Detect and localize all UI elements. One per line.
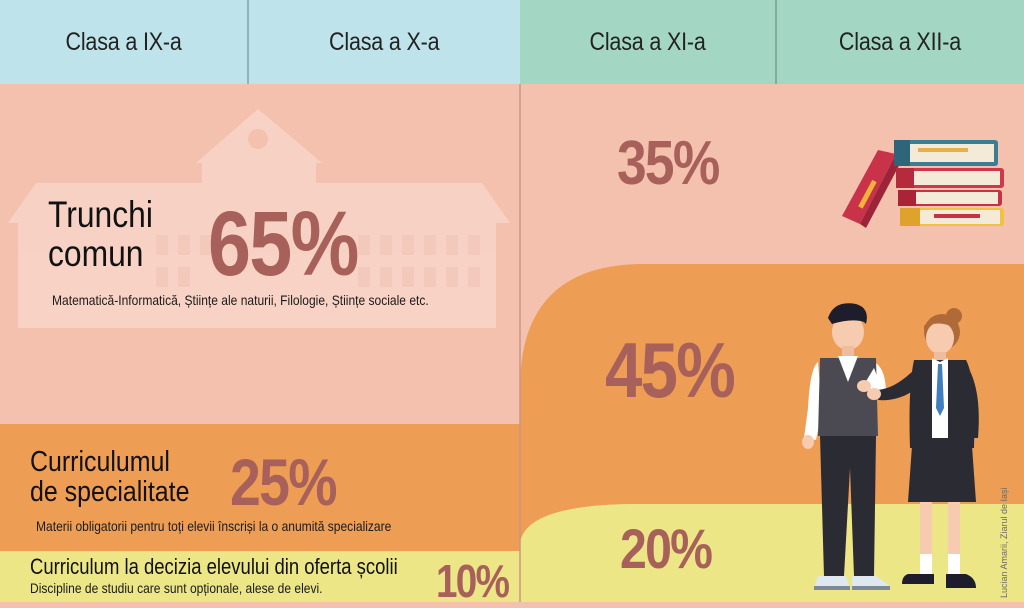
specialitate-subtitle: Materii obligatorii pentru toți elevii î… — [36, 518, 392, 534]
specialitate-percent-xi-xii: 45% — [605, 326, 736, 414]
header-x: Clasa a X-a — [248, 0, 520, 84]
specialitate-percent-ix-x: 25% — [230, 445, 338, 519]
trunchi-percent-ix-x: 65% — [208, 193, 359, 295]
decizie-title: Curriculum la decizia elevului din ofert… — [30, 554, 398, 579]
header-xii: Clasa a XII-a — [776, 0, 1024, 84]
books-stack-icon — [842, 140, 1004, 228]
decizie-percent-ix-x: 10% — [436, 555, 510, 607]
decizie-percent-xi-xii: 20% — [620, 517, 713, 580]
header-ix: Clasa a IX-a — [0, 0, 248, 84]
header-divider — [247, 0, 249, 84]
trunchi-percent-xi-xii: 35% — [617, 129, 720, 198]
students-illustration-icon — [802, 303, 979, 590]
trunchi-title: Trunchi comun — [48, 194, 153, 274]
specialitate-title: Curriculumul de specialitate — [30, 446, 190, 509]
bands-background — [0, 84, 1024, 602]
header-xi: Clasa a XI-a — [520, 0, 776, 84]
header-divider — [775, 0, 777, 84]
trunchi-subtitle: Matematică-Informatică, Științe ale natu… — [52, 292, 429, 308]
school-building-icon — [8, 109, 510, 328]
credit-text: Lucian Amarii, Ziarul de Iași — [999, 487, 1009, 598]
decizie-subtitle: Discipline de studiu care sunt opționale… — [30, 580, 323, 596]
